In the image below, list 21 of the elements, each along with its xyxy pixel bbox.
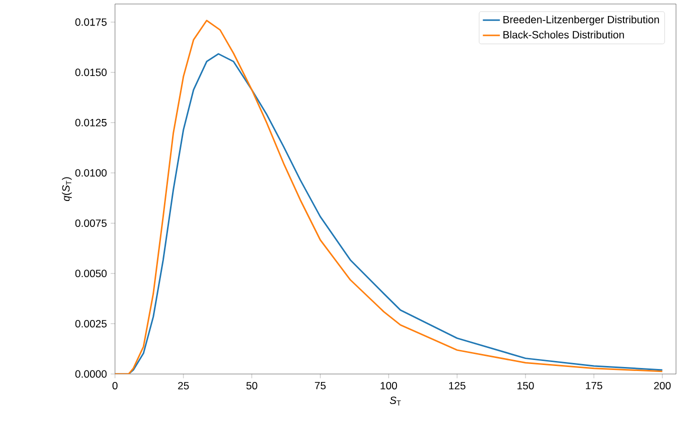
y-tick-label: 0.0000 xyxy=(75,370,107,378)
x-tick-label: 200 xyxy=(654,382,671,390)
y-tick-label: 0.0025 xyxy=(75,320,107,328)
x-tick-label: 175 xyxy=(586,382,602,390)
x-tick-label: 50 xyxy=(246,382,258,390)
y-tick-label: 0.0050 xyxy=(75,270,107,278)
x-tick-label: 25 xyxy=(178,382,189,390)
y-tick-label: 0.0175 xyxy=(75,18,107,26)
x-tick-label: 100 xyxy=(380,382,397,390)
x-tick-label: 75 xyxy=(314,382,326,390)
legend-label: Black-Scholes Distribution xyxy=(503,30,624,38)
legend-label: Breeden-Litzenberger Distribution xyxy=(503,16,659,26)
x-tick-label: 150 xyxy=(518,382,534,390)
x-tick-label: 0 xyxy=(112,382,118,390)
x-axis-title: S$_{T}$ xyxy=(390,396,401,406)
y-tick-label: 0.0125 xyxy=(75,118,107,126)
y-axis-title: q(S$_{T}$) xyxy=(62,177,72,202)
y-tick-label: 0.0075 xyxy=(75,219,107,227)
x-tick-label: 125 xyxy=(449,382,466,390)
y-tick-label: 0.0100 xyxy=(75,169,107,177)
y-tick-label: 0.0150 xyxy=(75,68,107,76)
